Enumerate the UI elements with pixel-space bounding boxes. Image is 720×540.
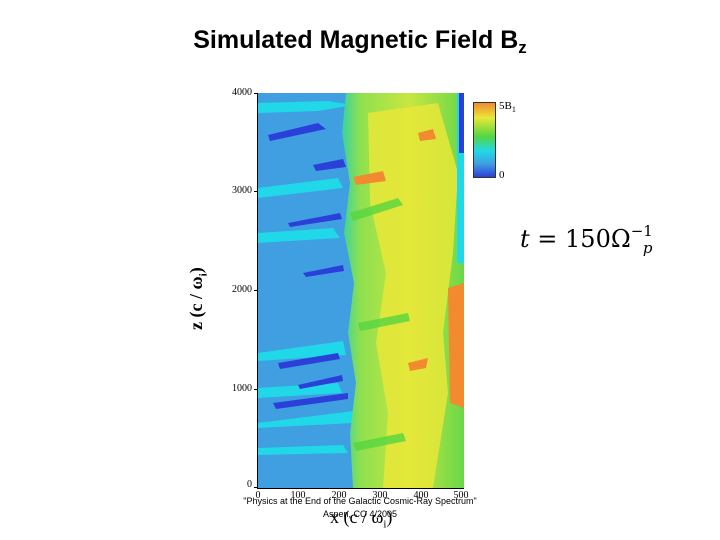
equation-exponent: −1 — [630, 222, 653, 240]
x-axis-label-subscript: i — [383, 518, 387, 531]
x-axis-label-close: ) — [386, 507, 393, 527]
time-equation: t = 150Ω−1p — [520, 222, 653, 257]
x-tick-label: 400 — [413, 490, 429, 501]
x-axis-label: x (c / ωi) — [330, 507, 392, 531]
y-tick-label: 0 — [247, 479, 252, 490]
y-tick-label: 1000 — [232, 383, 252, 394]
y-tick-mark — [254, 191, 258, 192]
colorbar-max-label: 5B1 — [499, 100, 516, 114]
y-axis-label-close: ) — [186, 267, 206, 274]
y-tick-label: 3000 — [232, 185, 252, 196]
time-symbol: t — [520, 225, 530, 253]
y-axis-line — [257, 93, 258, 489]
citation-line-1: "Physics at the End of the Galactic Cosm… — [243, 496, 477, 506]
x-tick-label: 100 — [290, 490, 306, 501]
x-tick-label: 200 — [331, 490, 347, 501]
y-axis-label: z (c / ωi) — [186, 267, 210, 330]
citation: "Physics at the End of the Galactic Cosm… — [205, 495, 515, 521]
x-axis-line — [257, 488, 464, 489]
y-tick-mark — [254, 487, 258, 488]
simulation-field-image — [258, 93, 464, 488]
y-tick-mark — [254, 93, 258, 94]
x-tick-label: 0 — [255, 490, 261, 501]
equation-subscript: p — [642, 239, 653, 257]
x-tick-label: 500 — [453, 490, 469, 501]
slide-title-text: Simulated Magnetic Field B — [193, 26, 519, 54]
colorbar-max-text: 5B — [499, 100, 512, 112]
slide-title-subscript: z — [518, 38, 527, 57]
y-tick-label: 4000 — [232, 87, 252, 98]
citation-line-2: Aspen, CO 4/2005 — [322, 509, 398, 519]
x-axis-label-text: x (c / ω — [330, 507, 384, 527]
colorbar-max-subscript: 1 — [511, 105, 516, 115]
colorbar-min-label: 0 — [499, 169, 505, 181]
y-axis-label-subscript: i — [197, 273, 210, 277]
x-tick-label: 300 — [372, 490, 388, 501]
slide-title: Simulated Magnetic Field Bz — [0, 26, 720, 58]
colorbar — [473, 102, 496, 178]
y-axis-label-text: z (c / ω — [186, 276, 206, 330]
y-tick-mark — [254, 389, 258, 390]
y-tick-label: 2000 — [232, 284, 252, 295]
y-tick-mark — [254, 290, 258, 291]
equation-rhs: = 150Ω — [529, 225, 631, 253]
